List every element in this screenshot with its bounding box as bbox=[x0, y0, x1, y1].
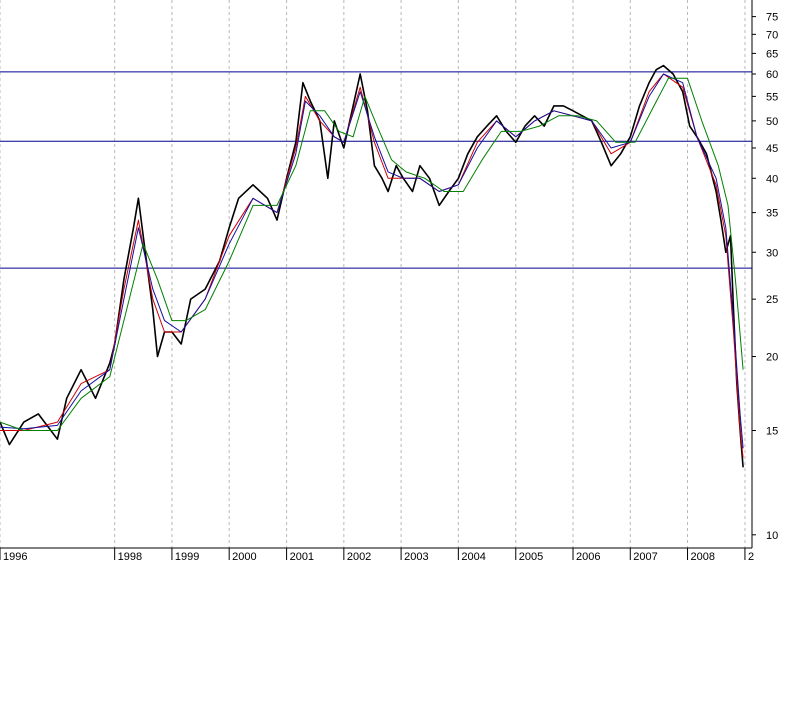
vertical-grid bbox=[0, 0, 746, 548]
x-tick-label: 1999 bbox=[175, 551, 199, 563]
y-tick-label: 45 bbox=[766, 143, 778, 155]
x-tick-label: 1996 bbox=[3, 551, 27, 563]
x-tick-label: 2006 bbox=[576, 551, 600, 563]
x-tick-label: 2005 bbox=[519, 551, 543, 563]
y-tick-label: 10 bbox=[766, 530, 778, 542]
x-tick-label: 1998 bbox=[118, 551, 142, 563]
series-group bbox=[0, 64, 744, 468]
axes bbox=[0, 0, 753, 549]
series-line bbox=[0, 77, 744, 431]
x-axis-ticks: 1996 1998 1999 2000 2001 2002 2003 2004 2005 2006… bbox=[0, 548, 754, 563]
x-tick-label: 2008 bbox=[691, 551, 715, 563]
y-axis-ticks: 10 15 20 25 30 35 40 45 50 55 60 65 70 75 bbox=[752, 12, 778, 542]
y-tick-label: 40 bbox=[766, 173, 778, 185]
x-tick-label: 2003 bbox=[404, 551, 428, 563]
y-tick-label: 55 bbox=[766, 91, 778, 103]
y-tick-label: 35 bbox=[766, 208, 778, 220]
y-tick-label: 75 bbox=[766, 12, 778, 24]
y-tick-label: 65 bbox=[766, 48, 778, 60]
y-tick-label: 15 bbox=[766, 426, 778, 438]
x-tick-label: 2002 bbox=[347, 551, 371, 563]
x-tick-label: 2007 bbox=[633, 551, 657, 563]
y-tick-label: 20 bbox=[766, 352, 778, 364]
x-tick-label: 2000 bbox=[232, 551, 256, 563]
y-tick-label: 25 bbox=[766, 294, 778, 306]
x-tick-label: 2001 bbox=[290, 551, 314, 563]
series-line bbox=[0, 64, 744, 468]
series-line bbox=[0, 73, 744, 449]
x-tick-label: 2 bbox=[748, 551, 754, 563]
y-tick-label: 70 bbox=[766, 29, 778, 41]
y-tick-label: 30 bbox=[766, 247, 778, 259]
y-tick-label: 50 bbox=[766, 116, 778, 128]
y-tick-label: 60 bbox=[766, 69, 778, 81]
x-tick-label: 2004 bbox=[461, 551, 485, 563]
